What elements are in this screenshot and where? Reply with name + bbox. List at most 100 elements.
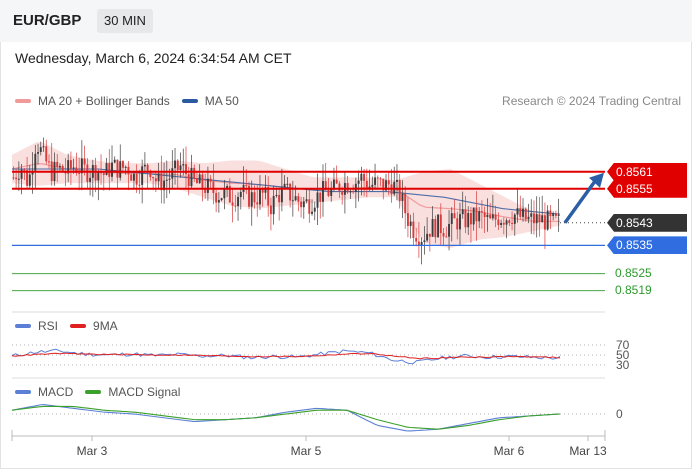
- rsi-ref-label: 70: [616, 338, 630, 352]
- candle-body: [97, 171, 100, 181]
- candle-body: [404, 193, 407, 214]
- candle-body: [37, 152, 39, 154]
- candle-body: [291, 200, 294, 202]
- candle-body: [379, 178, 382, 180]
- legend-swatch-ma50: [181, 99, 198, 103]
- candle-body: [382, 178, 385, 191]
- candle-body: [489, 214, 492, 219]
- candle-body: [179, 165, 182, 170]
- candle-body: [398, 179, 401, 201]
- candle-body: [61, 165, 64, 172]
- candle-body: [483, 212, 486, 217]
- candle-body: [330, 188, 333, 196]
- candle-body: [58, 165, 61, 168]
- candle-body: [302, 201, 305, 208]
- legend-label-ma20: MA 20 + Bollinger Bands: [38, 94, 170, 108]
- candle-body: [12, 177, 15, 179]
- candle-body: [453, 213, 456, 219]
- candle-body: [442, 233, 445, 237]
- forecast-arrow-shaft: [563, 178, 598, 224]
- candle-body: [283, 183, 286, 188]
- candle-body: [338, 183, 341, 192]
- candle-body: [486, 214, 489, 217]
- candle-body: [541, 215, 544, 223]
- candle-body: [245, 185, 248, 187]
- candle-body: [220, 198, 223, 201]
- legend-label-rsi-9ma: 9MA: [93, 319, 118, 333]
- candle-body: [286, 183, 289, 185]
- candle-body: [437, 214, 440, 238]
- candle-body: [549, 210, 552, 217]
- candle-body: [311, 211, 313, 214]
- candle-body: [132, 173, 135, 181]
- legend-label-ma50: MA 50: [204, 94, 239, 108]
- candle-body: [445, 236, 448, 238]
- candle-body: [264, 187, 267, 193]
- candle-body: [352, 191, 355, 193]
- symbol-label[interactable]: EUR/GBP: [13, 12, 82, 29]
- level-tag-support: 0.8535: [607, 236, 687, 255]
- candle-body: [163, 180, 166, 191]
- candle-body: [409, 221, 412, 226]
- candle-body: [472, 207, 475, 225]
- candle-body: [187, 174, 190, 187]
- candle-body: [554, 213, 557, 216]
- candle-body: [396, 179, 398, 182]
- legend-label-macd: MACD: [38, 385, 74, 399]
- candle-body: [141, 166, 144, 185]
- candle-body: [332, 179, 335, 189]
- candle-body: [513, 214, 516, 224]
- candle-body: [546, 210, 549, 230]
- candle-body: [346, 182, 349, 193]
- copyright-text: Research © 2024 Trading Central: [502, 94, 681, 108]
- candle-body: [119, 161, 122, 178]
- candle-body: [165, 179, 168, 181]
- candle-body: [160, 173, 163, 191]
- candle-body: [385, 180, 387, 191]
- candle-body: [434, 219, 437, 238]
- candle-body: [75, 167, 78, 173]
- candle-body: [39, 147, 42, 153]
- candle-body: [195, 178, 198, 184]
- rsi-ref-label: 30: [616, 358, 630, 372]
- candle-body: [275, 194, 278, 197]
- candle-body: [250, 192, 253, 207]
- candle-body: [17, 178, 20, 180]
- candle-body: [259, 189, 261, 205]
- level-tag-target: 0.8519: [615, 282, 652, 297]
- candle-body: [349, 191, 352, 193]
- candle-body: [423, 240, 426, 243]
- candle-body: [201, 174, 204, 189]
- candle-body: [387, 180, 390, 185]
- candle-body: [152, 177, 155, 179]
- candle-body: [212, 181, 215, 193]
- candle-body: [78, 172, 81, 174]
- candle-body: [316, 192, 319, 208]
- candle-body: [417, 241, 420, 246]
- macd-zero-label: 0: [616, 407, 623, 421]
- timeframe-button[interactable]: 30 MIN: [97, 9, 153, 33]
- candle-body: [431, 219, 434, 237]
- candle-body: [176, 160, 179, 170]
- candle-body: [20, 169, 23, 179]
- candle-body: [28, 174, 31, 186]
- candle-body: [157, 173, 160, 182]
- candle-body: [193, 167, 196, 179]
- candle-body: [127, 166, 130, 175]
- candle-body: [234, 205, 237, 207]
- candle-body: [428, 233, 431, 237]
- candle-body: [467, 213, 470, 228]
- candle-body: [261, 189, 264, 193]
- candle-body: [231, 202, 234, 206]
- candle-body: [461, 209, 464, 215]
- candle-body: [371, 184, 374, 187]
- candle-body: [415, 237, 418, 242]
- candle-body: [497, 219, 500, 226]
- candle-body: [280, 187, 283, 203]
- candle-body: [552, 213, 555, 217]
- legend-macd: MACD MACD Signal: [15, 385, 180, 399]
- candle-body: [322, 181, 324, 202]
- candle-body: [324, 181, 327, 191]
- candle-body: [269, 205, 272, 215]
